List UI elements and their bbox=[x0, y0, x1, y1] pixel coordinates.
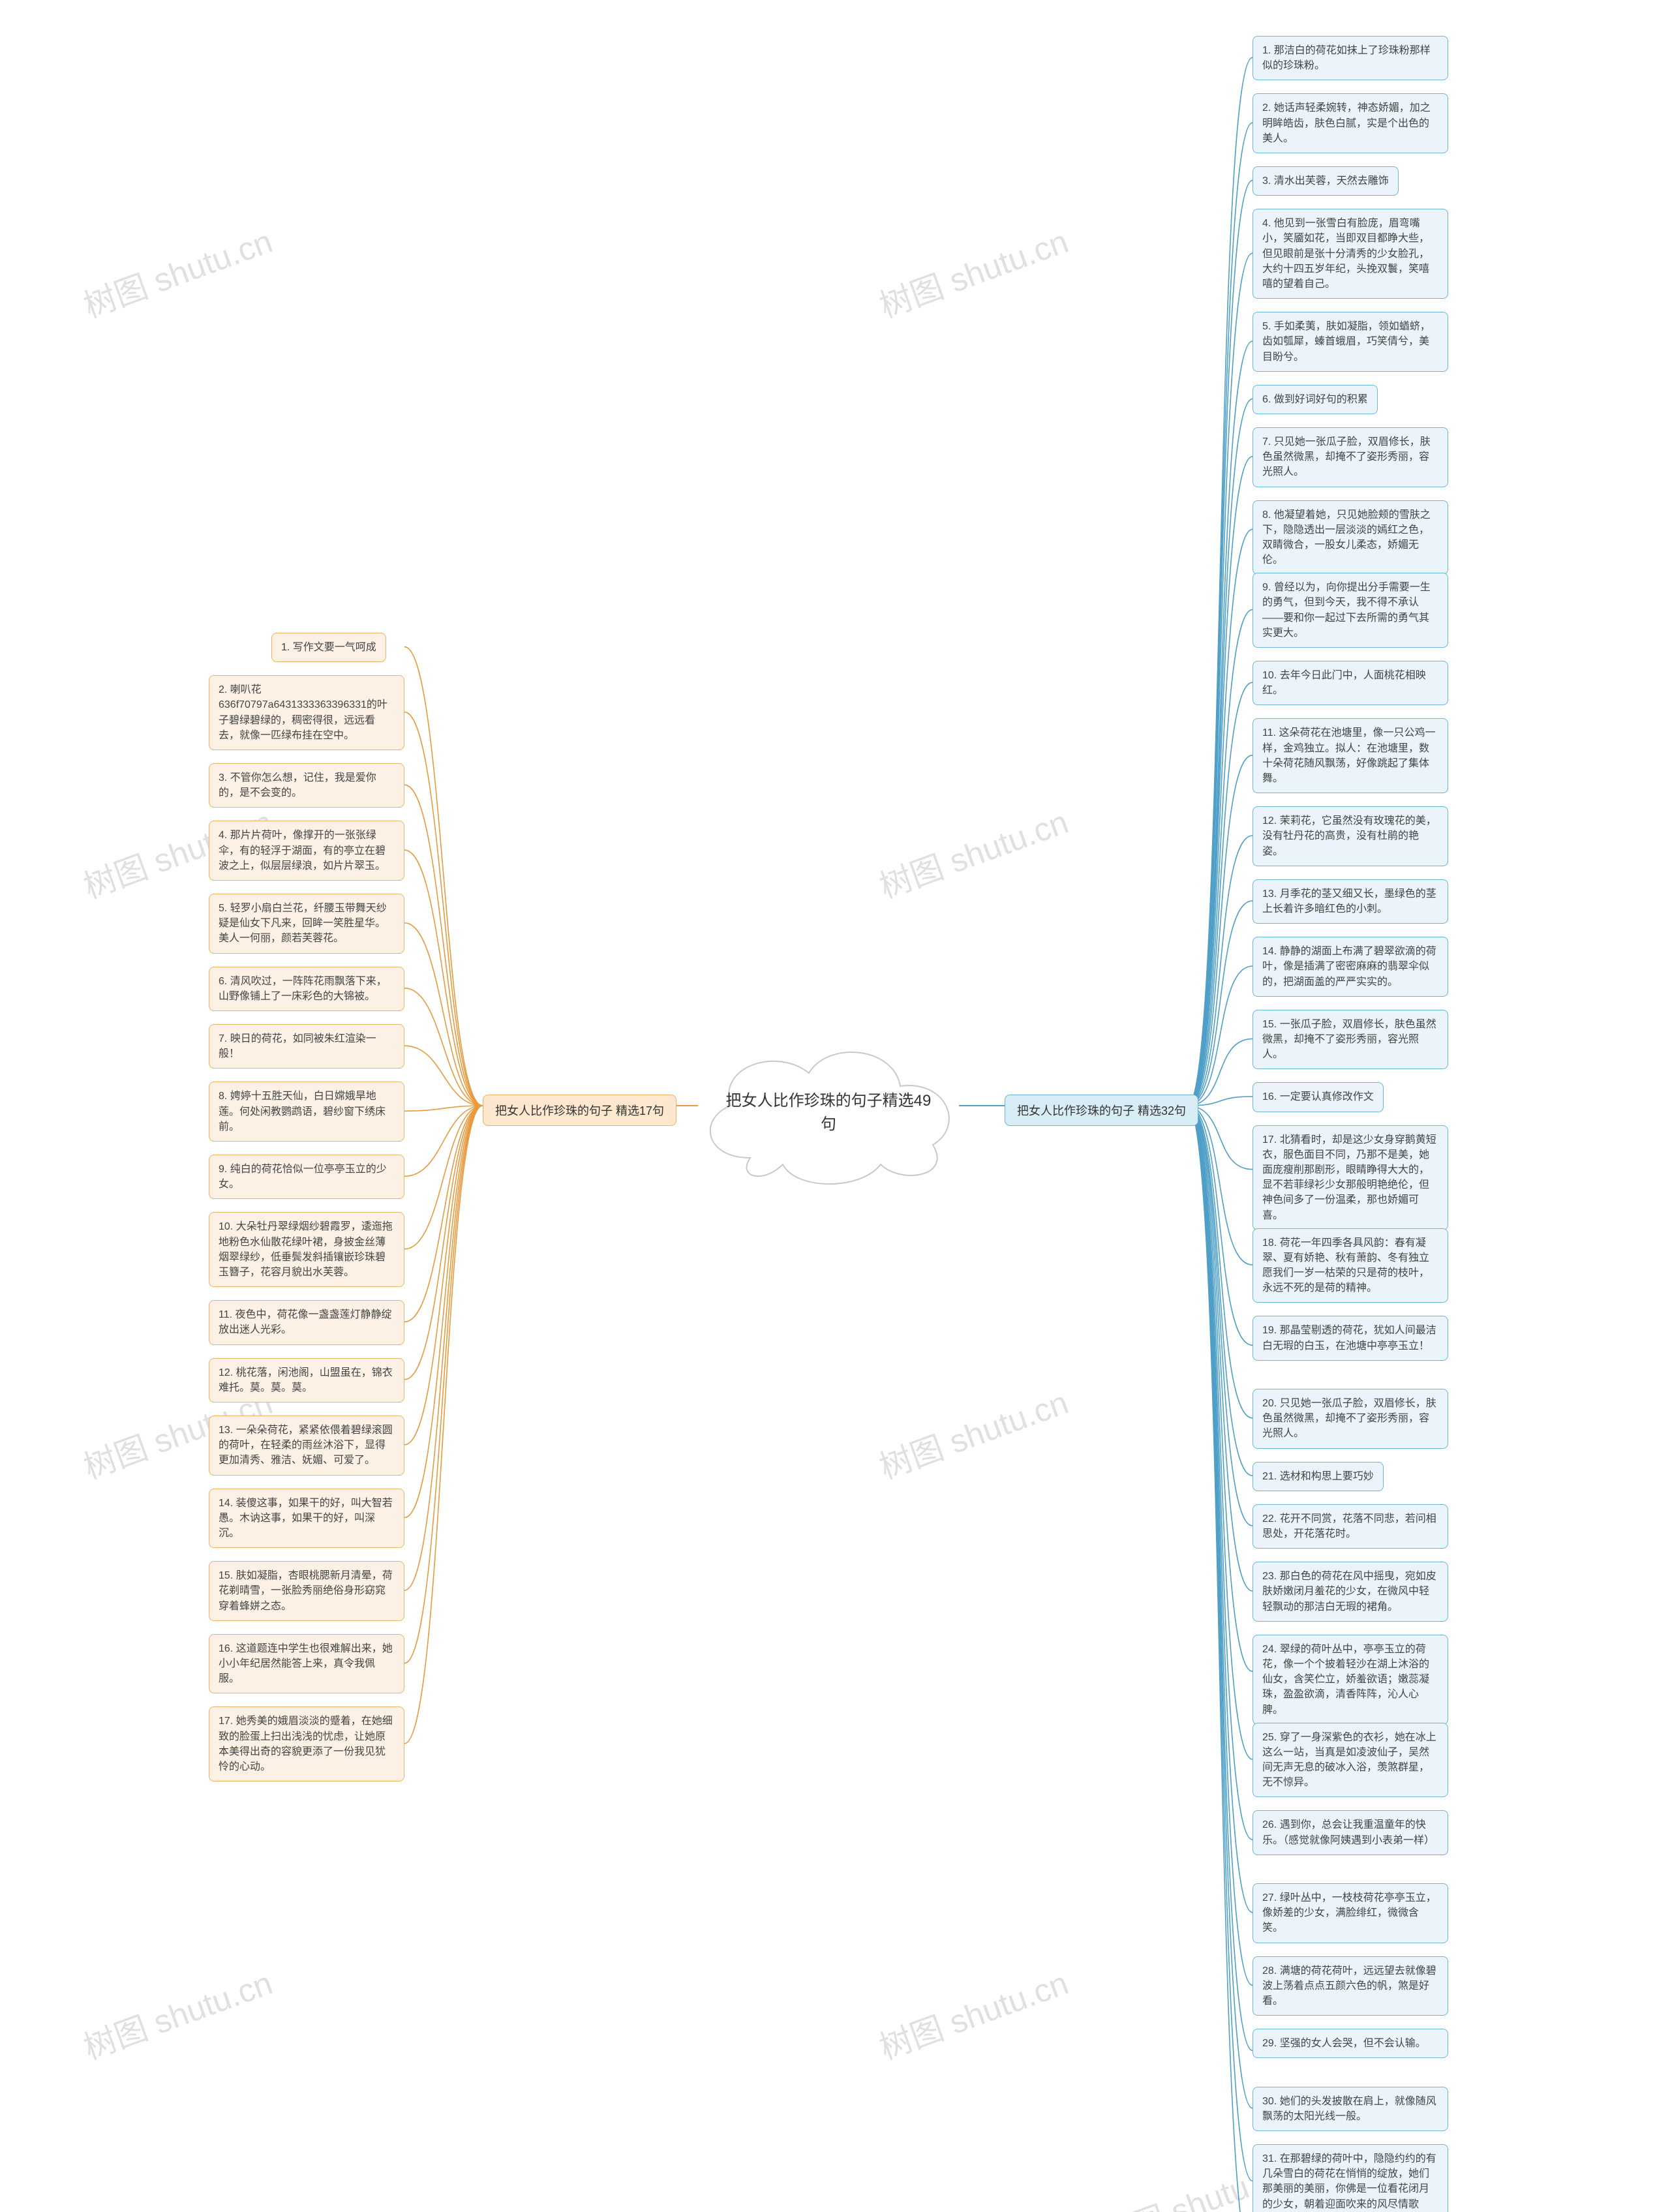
right-node: 28. 满塘的荷花荷叶，远远望去就像碧波上荡着点点五颜六色的帆，煞是好看。 bbox=[1252, 1956, 1448, 2016]
left-node: 10. 大朵牡丹翠绿烟纱碧霞罗，逶迤拖地粉色水仙散花绿叶裙，身披金丝薄烟翠绿纱，… bbox=[209, 1212, 404, 1287]
left-node: 8. 娉婷十五胜天仙，白日嫦娥旱地莲。何处闲教鹦鹉语，碧纱窗下绣床前。 bbox=[209, 1082, 404, 1142]
left-node: 14. 装傻这事，如果干的好，叫大智若愚。木讷这事，如果干的好，叫深沉。 bbox=[209, 1489, 404, 1549]
right-node: 7. 只见她一张瓜子脸，双眉修长，肤色虽然微黑，却掩不了姿形秀丽，容光照人。 bbox=[1252, 427, 1448, 487]
right-node: 25. 穿了一身深紫色的衣衫，她在冰上这么一站，当真是如凌波仙子，吴然间无声无息… bbox=[1252, 1723, 1448, 1798]
left-node: 17. 她秀美的娥眉淡淡的蹙着，在她细致的脸蛋上扫出浅浅的忧虑，让她原本美得出奇… bbox=[209, 1706, 404, 1781]
left-node: 9. 纯白的荷花恰似一位亭亭玉立的少女。 bbox=[209, 1155, 404, 1199]
center-title: 把女人比作珍珠的句子精选49句 bbox=[724, 1089, 933, 1136]
left-node: 7. 映日的荷花，如同被朱红渲染一般！ bbox=[209, 1024, 404, 1068]
left-node: 5. 轻罗小扇白兰花，纤腰玉带舞天纱 疑是仙女下凡来，回眸一笑胜星华。美人一何丽… bbox=[209, 894, 404, 954]
right-node: 29. 坚强的女人会哭，但不会认输。 bbox=[1252, 2029, 1448, 2058]
right-node: 12. 茉莉花，它虽然没有玫瑰花的美，没有牡丹花的高贵，没有杜鹃的艳姿。 bbox=[1252, 806, 1448, 866]
right-node: 4. 他见到一张雪白有脸庞，眉弯嘴小，笑靥如花，当即双目都睁大些，但见眼前是张十… bbox=[1252, 209, 1448, 299]
left-node: 6. 清风吹过，一阵阵花雨飘落下来，山野像铺上了一床彩色的大锦被。 bbox=[209, 967, 404, 1011]
right-node: 22. 花开不同赏，花落不同悲，若问相思处，开花落花时。 bbox=[1252, 1504, 1448, 1549]
right-node: 24. 翠绿的荷叶丛中，亭亭玉立的荷花，像一个个披着轻沙在湖上沐浴的仙女，含笑伫… bbox=[1252, 1635, 1448, 1725]
right-node: 8. 他凝望着她，只见她脸颊的雪肤之下，隐隐透出一层淡淡的嫣红之色，双睛微合，一… bbox=[1252, 500, 1448, 575]
right-node: 14. 静静的湖面上布满了碧翠欲滴的荷叶，像是插满了密密麻麻的翡翠伞似的，把湖面… bbox=[1252, 937, 1448, 997]
right-node: 3. 清水出芙蓉，天然去雕饰 bbox=[1252, 166, 1399, 196]
right-node: 17. 北猜看时，却是这少女身穿鹅黄短衣，服色面目不同，乃那不是美，她面庞瘦削那… bbox=[1252, 1125, 1448, 1230]
right-node: 18. 荷花一年四季各具风韵：春有凝翠、夏有娇艳、秋有萧韵、冬有独立 愿我们一岁… bbox=[1252, 1228, 1448, 1303]
right-node: 9. 曾经以为，向你提出分手需要一生的勇气，但到今天，我不得不承认——要和你一起… bbox=[1252, 573, 1448, 648]
left-node: 13. 一朵朵荷花，紧紧依偎着碧绿滚圆的荷叶，在轻柔的雨丝沐浴下，显得更加清秀、… bbox=[209, 1416, 404, 1476]
watermark: 树图 shutu.cn bbox=[76, 1957, 278, 2068]
right-node: 15. 一张瓜子脸，双眉修长，肤色虽然微黑，却掩不了姿形秀丽，容光照人。 bbox=[1252, 1010, 1448, 1070]
left-node: 4. 那片片荷叶，像撑开的一张张绿伞，有的轻浮于湖面，有的亭立在碧波之上，似层层… bbox=[209, 821, 404, 881]
left-node: 15. 肤如凝脂，杏眼桃腮新月清晕，荷花剃晴雪，一张脸秀丽绝俗身形窈窕穿着蜂姘之… bbox=[209, 1561, 404, 1621]
right-node: 11. 这朵荷花在池塘里，像一只公鸡一样，金鸡独立。拟人：在池塘里，数十朵荷花随… bbox=[1252, 718, 1448, 793]
right-node: 20. 只见她一张瓜子脸，双眉修长，肤色虽然微黑，却掩不了姿形秀丽，容光照人。 bbox=[1252, 1389, 1448, 1449]
left-node: 16. 这道题连中学生也很难解出来，她小小年纪居然能答上来，真令我佩服。 bbox=[209, 1634, 404, 1694]
right-node: 21. 选材和构思上要巧妙 bbox=[1252, 1462, 1384, 1491]
left-node: 1. 写作文要一气呵成 bbox=[271, 633, 386, 662]
right-node: 10. 去年今日此门中，人面桃花相映红。 bbox=[1252, 661, 1448, 705]
left-node: 2. 喇叭花636f70797a6431333363396331的叶子碧绿碧绿的… bbox=[209, 675, 404, 750]
right-node: 26. 遇到你，总会让我重温童年的快乐。（感觉就像阿姨遇到小表弟一样） bbox=[1252, 1810, 1448, 1855]
watermark: 树图 shutu.cn bbox=[872, 1376, 1074, 1488]
right-node: 19. 那晶莹剔透的荷花，犹如人间最洁白无瑕的白玉，在池塘中亭亭玉立！ bbox=[1252, 1316, 1448, 1360]
left-branch-hub: 把女人比作珍珠的句子 精选17句 bbox=[483, 1095, 676, 1126]
watermark: 树图 shutu.cn bbox=[872, 796, 1074, 907]
right-node: 13. 月季花的茎又细又长，墨绿色的茎上长着许多暗红色的小刺。 bbox=[1252, 879, 1448, 924]
watermark: 树图 shutu.cn bbox=[872, 215, 1074, 327]
left-node: 3. 不管你怎么想，记住，我是爱你的，是不会变的。 bbox=[209, 763, 404, 808]
right-node: 1. 那洁白的荷花如抹上了珍珠粉那样似的珍珠粉。 bbox=[1252, 36, 1448, 80]
right-node: 23. 那白色的荷花在风中摇曳，宛如皮肤娇嫩闭月羞花的少女，在微风中轻轻飘动的那… bbox=[1252, 1562, 1448, 1622]
right-branch-hub: 把女人比作珍珠的句子 精选32句 bbox=[1005, 1095, 1198, 1126]
right-node: 27. 绿叶丛中，一枝枝荷花亭亭玉立，像娇差的少女，满脸绯红，微微含笑。 bbox=[1252, 1883, 1448, 1943]
right-node: 2. 她话声轻柔婉转，神态娇媚，加之明眸皓齿，肤色白腻，实是个出色的美人。 bbox=[1252, 93, 1448, 153]
right-node: 31. 在那碧绿的荷叶中，隐隐约约的有几朵雪白的荷花在悄悄的绽放，她们那美丽的美… bbox=[1252, 2144, 1448, 2212]
right-node: 5. 手如柔荑，肤如凝脂，领如蝤蛴，齿如瓠犀，螓首蛾眉，巧笑倩兮，美目盼兮。 bbox=[1252, 312, 1448, 372]
watermark: 树图 shutu.cn bbox=[76, 215, 278, 327]
left-node: 11. 夜色中，荷花像一盏盏莲灯静静绽放出迷人光彩。 bbox=[209, 1300, 404, 1344]
right-node: 30. 她们的头发披散在肩上，就像随风飘荡的太阳光线一般。 bbox=[1252, 2087, 1448, 2131]
watermark: 树图 shutu.cn bbox=[872, 1957, 1074, 2068]
right-node: 6. 做到好词好句的积累 bbox=[1252, 385, 1378, 414]
right-node: 16. 一定要认真修改作文 bbox=[1252, 1082, 1384, 1112]
left-node: 12. 桃花落，闲池阁，山盟虽在，锦衣难托。莫。莫。莫。 bbox=[209, 1358, 404, 1402]
